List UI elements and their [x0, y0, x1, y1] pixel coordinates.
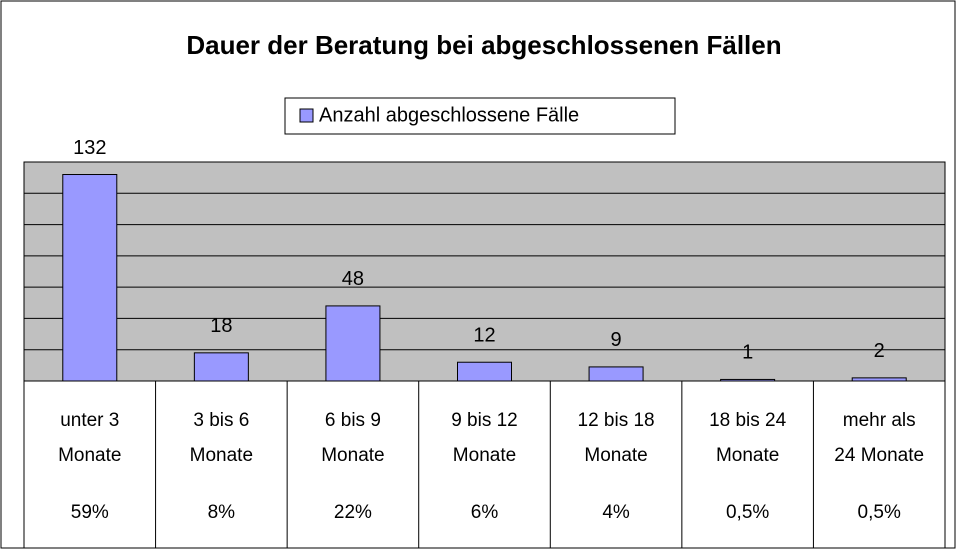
- bar: [457, 361, 512, 382]
- category-label: 6 bis 9 Monate: [321, 410, 385, 466]
- plot-area: [24, 162, 945, 381]
- bar: [325, 305, 381, 382]
- bar: [720, 378, 776, 382]
- bar: [588, 366, 644, 382]
- legend-label: Anzahl abgeschlossene Fälle: [319, 104, 579, 126]
- percent-label: 4%: [602, 502, 630, 523]
- percent-label: 22%: [333, 502, 372, 523]
- legend-box: [284, 97, 676, 135]
- data-label: 1: [742, 342, 753, 364]
- bar: [851, 377, 907, 382]
- category-label: 3 bis 6 Monate: [189, 410, 254, 466]
- legend-marker: [299, 108, 314, 123]
- category-label: 18 bis 24 Monate: [709, 410, 787, 466]
- percent-label: 0,5%: [725, 502, 770, 523]
- data-label: 9: [611, 329, 622, 351]
- bar: [193, 352, 249, 382]
- category-label: 9 bis 12 Monate: [451, 410, 518, 466]
- percent-label: 8%: [207, 502, 236, 523]
- data-label: 12: [473, 325, 495, 347]
- percent-label: 6%: [470, 502, 499, 523]
- data-label: 132: [73, 137, 106, 159]
- data-label: 48: [342, 268, 364, 290]
- category-label: mehr als 24 Monate: [834, 410, 925, 466]
- bar: [62, 174, 118, 382]
- percent-label: 0,5%: [857, 502, 901, 523]
- chart-title: Dauer der Beratung bei abgeschlossenen F…: [186, 30, 781, 60]
- category-label: 12 bis 18 Monate: [577, 410, 655, 466]
- data-label: 2: [874, 340, 885, 362]
- percent-label: 59%: [70, 502, 109, 523]
- category-label: unter 3 Monate: [58, 410, 122, 466]
- data-label: 18: [210, 315, 232, 337]
